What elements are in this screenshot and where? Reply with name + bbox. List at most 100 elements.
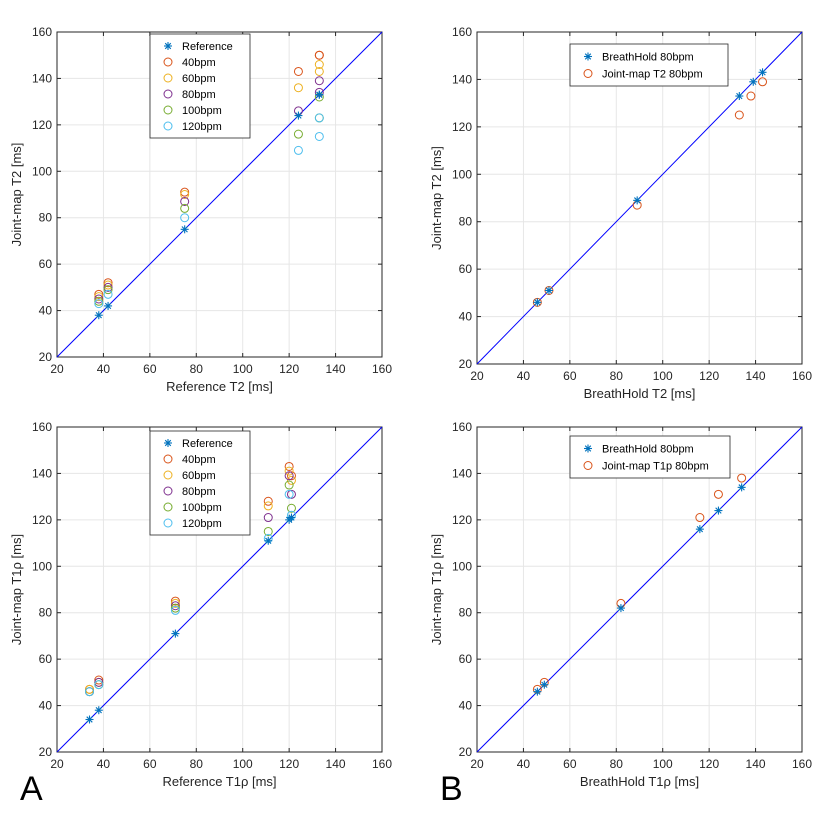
data-point-stroke bbox=[750, 78, 757, 85]
chart-bottom-left: 20 40 60 80 100 120 140 160 20 40 60 80 100 120 140 160… bbox=[9, 420, 392, 789]
x-tick-label: 20 bbox=[470, 757, 484, 771]
data-point bbox=[314, 50, 324, 60]
axes-box bbox=[476, 31, 803, 365]
legend-marker bbox=[163, 73, 173, 83]
data-point bbox=[103, 280, 113, 290]
data-point bbox=[737, 473, 747, 483]
data-point bbox=[315, 90, 324, 99]
legend-marker bbox=[163, 89, 173, 99]
data-point bbox=[94, 311, 103, 320]
y-tick-label: 140 bbox=[452, 72, 472, 86]
data-point bbox=[286, 471, 296, 481]
panel-letter-b: B bbox=[440, 770, 463, 808]
data-point bbox=[284, 480, 294, 490]
legend-marker-stroke bbox=[584, 445, 592, 452]
data-point bbox=[286, 489, 296, 499]
data-point-stroke bbox=[295, 112, 302, 119]
legend-label: 120bpm bbox=[182, 518, 222, 530]
y-tick-label: 140 bbox=[32, 466, 52, 480]
data-point-stroke bbox=[181, 226, 188, 233]
x-tick-label: 40 bbox=[97, 757, 111, 771]
data-point-stroke bbox=[715, 507, 722, 514]
data-point-stroke bbox=[738, 484, 745, 491]
data-point-stroke bbox=[633, 197, 641, 204]
x-tick-label: 40 bbox=[517, 369, 531, 383]
legend-marker bbox=[583, 69, 593, 78]
legend-box bbox=[569, 43, 729, 87]
y-tick-label: 20 bbox=[39, 350, 53, 364]
data-point bbox=[103, 282, 113, 292]
data-point bbox=[264, 536, 273, 545]
data-point bbox=[695, 525, 704, 534]
data-point-stroke bbox=[545, 287, 553, 294]
x-axis-label: BreathHold T2 [ms] bbox=[584, 386, 696, 401]
data-point-stroke bbox=[172, 630, 179, 637]
data-point bbox=[293, 129, 303, 139]
legend-marker-stroke bbox=[164, 42, 172, 50]
data-point bbox=[544, 286, 553, 295]
data-point bbox=[94, 289, 104, 299]
data-point bbox=[263, 501, 273, 511]
legend-label: 80bpm bbox=[182, 486, 216, 498]
data-point bbox=[180, 187, 190, 197]
data-point bbox=[293, 66, 303, 76]
legend-marker bbox=[164, 42, 172, 50]
y-axis-label: Joint-map T1ρ [ms] bbox=[429, 534, 444, 645]
y-tick-label: 140 bbox=[32, 71, 52, 85]
data-point bbox=[170, 596, 180, 606]
data-point bbox=[540, 680, 549, 689]
data-point bbox=[170, 601, 180, 611]
data-point bbox=[749, 77, 758, 86]
data-point bbox=[734, 110, 744, 120]
legend-marker bbox=[584, 52, 592, 61]
data-point bbox=[714, 506, 723, 515]
data-point bbox=[104, 301, 113, 310]
x-axis-label: Reference T2 [ms] bbox=[166, 379, 273, 394]
legend-marker bbox=[583, 461, 593, 470]
x-tick-label: 120 bbox=[279, 757, 299, 771]
legend-marker bbox=[163, 518, 173, 528]
data-point bbox=[314, 60, 324, 69]
x-tick-label: 100 bbox=[233, 757, 253, 771]
x-tick-label: 160 bbox=[372, 362, 392, 376]
legend-marker-stroke bbox=[164, 439, 172, 447]
legend-label: 80bpm bbox=[182, 89, 216, 101]
data-point bbox=[171, 629, 180, 638]
data-point bbox=[85, 715, 94, 724]
legend-label: BreathHold 80bpm bbox=[602, 52, 694, 64]
y-tick-label: 120 bbox=[452, 120, 472, 134]
y-tick-label: 60 bbox=[39, 652, 53, 666]
x-tick-label: 140 bbox=[746, 369, 766, 383]
legend-label: 120bpm bbox=[182, 121, 222, 133]
data-point bbox=[85, 684, 94, 694]
legend-label: 60bpm bbox=[182, 470, 216, 482]
x-tick-label: 140 bbox=[326, 757, 346, 771]
data-point bbox=[293, 83, 303, 93]
x-tick-label: 100 bbox=[653, 757, 673, 771]
legend-label: Reference bbox=[182, 438, 233, 450]
y-tick-label: 60 bbox=[459, 262, 473, 276]
data-point bbox=[180, 203, 190, 213]
data-point bbox=[746, 91, 756, 101]
x-tick-label: 100 bbox=[653, 369, 673, 383]
legend-marker bbox=[163, 486, 173, 496]
data-point bbox=[103, 285, 113, 295]
data-point bbox=[758, 77, 768, 87]
y-tick-label: 60 bbox=[39, 257, 53, 271]
data-point-stroke bbox=[288, 514, 295, 521]
x-tick-label: 140 bbox=[326, 362, 346, 376]
identity-line bbox=[56, 31, 383, 358]
chart-top-left: 20 40 60 80 100 120 140 160 20 40 60 80 100 120 140 160… bbox=[9, 25, 392, 394]
y-tick-label: 100 bbox=[452, 167, 472, 181]
x-axis-label: BreathHold T1ρ [ms] bbox=[580, 774, 699, 789]
data-point-stroke bbox=[534, 299, 541, 306]
y-tick-label: 100 bbox=[32, 559, 52, 573]
axes-box bbox=[476, 426, 803, 753]
data-point bbox=[180, 225, 189, 234]
legend-marker-stroke bbox=[584, 53, 592, 60]
y-tick-label: 120 bbox=[452, 513, 472, 527]
data-point bbox=[263, 496, 273, 506]
legend-label: 100bpm bbox=[182, 105, 222, 117]
legend-box bbox=[149, 430, 251, 536]
